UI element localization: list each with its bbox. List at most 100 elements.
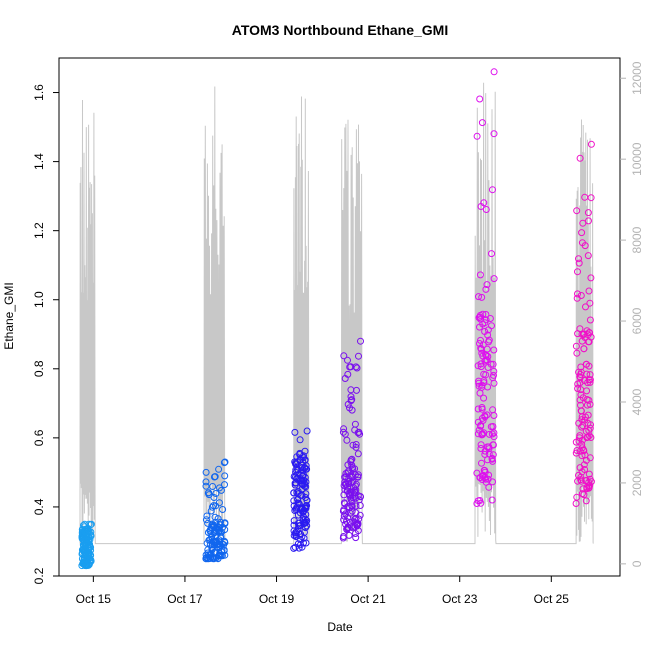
data-point <box>219 506 227 513</box>
data-point <box>477 499 485 507</box>
data-point <box>209 555 217 563</box>
data-point <box>293 528 301 536</box>
data-point <box>355 352 362 360</box>
data-point <box>475 382 483 390</box>
data-point <box>353 521 361 529</box>
data-point <box>476 311 484 319</box>
data-point <box>202 516 210 524</box>
data-point <box>575 368 583 376</box>
data-point <box>587 421 594 429</box>
data-point <box>585 470 593 478</box>
data-point <box>574 268 581 276</box>
data-point <box>345 524 352 531</box>
data-point <box>79 528 87 536</box>
data-point <box>344 513 352 521</box>
data-point <box>215 465 223 473</box>
data-point <box>301 464 309 472</box>
data-point <box>207 507 215 515</box>
x-tick-label: Oct 19 <box>259 592 295 606</box>
data-point <box>352 534 360 542</box>
data-point <box>490 346 498 354</box>
data-point <box>479 416 487 424</box>
data-point <box>576 154 584 162</box>
right-y-tick-label: 2000 <box>630 469 644 496</box>
data-point <box>586 299 594 307</box>
right-y-tick-label: 12000 <box>630 61 644 95</box>
data-point <box>576 373 584 381</box>
data-point <box>581 466 589 473</box>
data-point <box>295 544 303 552</box>
data-point <box>489 406 497 414</box>
data-point <box>579 219 587 227</box>
right-y-tick-label: 0 <box>630 560 644 567</box>
data-point <box>577 477 585 485</box>
data-point <box>349 441 357 449</box>
data-point <box>87 520 95 528</box>
data-point <box>212 502 220 510</box>
data-point <box>479 431 486 438</box>
y-tick-label: 0.2 <box>32 567 46 584</box>
data-point <box>477 345 485 353</box>
data-point <box>587 434 595 441</box>
data-point <box>573 447 581 454</box>
data-point <box>344 356 351 364</box>
data-point <box>339 428 347 436</box>
data-point <box>294 511 302 519</box>
series-2 <box>202 458 229 563</box>
data-point <box>340 491 348 499</box>
data-point <box>353 386 360 394</box>
data-point <box>490 68 498 76</box>
data-point <box>352 502 360 510</box>
data-point <box>485 443 493 451</box>
data-point <box>291 543 299 551</box>
data-point <box>301 456 309 464</box>
data-point <box>585 287 593 295</box>
data-point <box>209 537 217 545</box>
data-point <box>356 493 364 500</box>
data-point <box>356 511 364 519</box>
data-point <box>214 555 222 563</box>
data-point <box>480 394 488 402</box>
data-point <box>576 447 584 455</box>
data-point <box>584 433 592 441</box>
data-point <box>485 450 493 458</box>
data-point <box>580 461 588 469</box>
data-point <box>582 497 590 505</box>
data-point <box>204 546 212 554</box>
data-point <box>343 517 350 525</box>
x-axis-label: Date <box>327 620 353 634</box>
data-point <box>220 541 228 549</box>
data-point <box>342 510 350 518</box>
data-point <box>480 370 488 378</box>
data-point <box>575 259 583 267</box>
data-point <box>215 543 223 550</box>
data-point <box>83 542 91 550</box>
data-point <box>349 465 357 473</box>
data-point <box>340 425 348 433</box>
data-point <box>489 451 497 459</box>
y-tick-label: 0.8 <box>32 360 46 377</box>
data-point <box>344 469 352 477</box>
data-point <box>211 473 218 481</box>
data-point <box>477 445 485 452</box>
data-point <box>474 430 482 438</box>
data-point <box>482 351 490 359</box>
data-point <box>476 323 483 331</box>
data-point <box>343 436 351 444</box>
y-axis-label: Ethane_GMI <box>2 282 16 349</box>
axes-layer: 0.2 0.4 0.6 0.8 1.0 1.2 1.4 1.6 Oct 15 Oct 17 Oct … <box>32 61 644 606</box>
data-point <box>477 363 485 371</box>
data-point <box>290 497 298 505</box>
data-point <box>578 423 586 431</box>
data-point <box>485 483 493 491</box>
data-point <box>474 418 482 426</box>
data-point <box>217 486 225 494</box>
data-point <box>290 544 298 552</box>
data-point <box>81 544 89 552</box>
x-tick-label: Oct 17 <box>167 592 203 606</box>
data-point <box>478 293 486 301</box>
data-point <box>481 319 489 327</box>
data-point <box>216 521 224 529</box>
data-point <box>583 485 591 493</box>
